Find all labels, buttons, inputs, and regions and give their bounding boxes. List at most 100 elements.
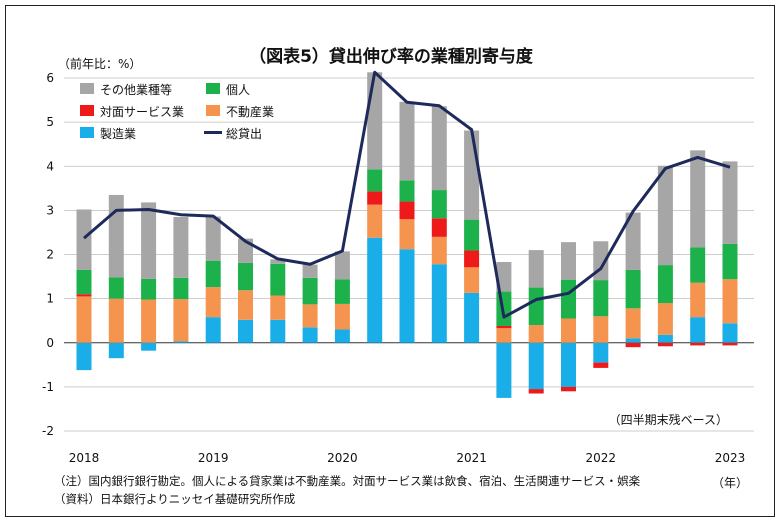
bar-segment	[657, 342, 673, 347]
bar-segment	[173, 341, 189, 343]
bar-segment	[205, 317, 221, 343]
y-tick-label: 0	[46, 336, 54, 350]
chart-svg: （図表5）貸出伸び率の業種別寄与度 （前年比：%） -2 -1 0 1 2 3 4 5 6 201…	[42, 46, 754, 506]
bar-segment	[593, 342, 609, 363]
bar-segment	[431, 236, 447, 265]
bar-segment	[657, 334, 673, 343]
bar-segment	[108, 298, 124, 343]
legend-label: 個人	[226, 83, 250, 97]
bar-segment	[76, 294, 92, 297]
bar-segment	[205, 216, 221, 261]
bar-segment	[141, 342, 157, 351]
bar-segment	[528, 287, 544, 326]
bar-segment	[431, 218, 447, 237]
bar-segment	[625, 212, 641, 270]
bar-segment	[722, 243, 738, 280]
bar-segment	[399, 219, 415, 250]
bar-segment	[76, 342, 92, 371]
bar-segment	[238, 290, 253, 320]
bar-segment	[238, 319, 253, 343]
bar-segment	[464, 267, 480, 293]
bar-segment	[625, 342, 641, 348]
bar-segment	[108, 277, 124, 299]
footnote-source: （資料）日本銀行よりニッセイ基礎研究所作成	[54, 492, 296, 506]
bar-segment	[205, 260, 221, 288]
bar-segment	[367, 169, 383, 192]
bar-segment	[625, 269, 641, 309]
axes: -2 -1 0 1 2 3 4 5 6 2018 2019 2020 2021 2022 2023	[42, 71, 745, 465]
x-tick-label: 2018	[69, 451, 100, 465]
bar-segment	[561, 242, 576, 280]
bar-segment	[561, 318, 576, 343]
bar-segment	[431, 106, 447, 191]
bar-segment	[270, 319, 286, 343]
legend-label: 総貸出	[226, 126, 262, 141]
legend-swatch	[80, 105, 94, 116]
bar-segment	[593, 316, 609, 343]
bar-segment	[205, 287, 221, 318]
bar-segment	[367, 204, 383, 238]
x-tick-label: 2022	[586, 451, 617, 465]
x-tick-label: 2023	[715, 451, 746, 465]
footnote-note: （注）国内銀行銀行勘定。個人による貸家業は不動産業。対面サービス業は飲食、宿泊、…	[54, 474, 641, 488]
bar-segment	[399, 249, 415, 343]
bar-segment	[657, 265, 673, 304]
x-tick-label: 2020	[327, 451, 358, 465]
bar-segment	[173, 277, 189, 300]
legend-swatch	[206, 83, 220, 94]
bar-segment	[141, 278, 157, 300]
bar-segment	[657, 303, 673, 335]
bar-segment	[141, 299, 157, 343]
x-tick-label: 2021	[456, 451, 487, 465]
bar-segment	[690, 282, 706, 318]
bar-segment	[76, 209, 92, 270]
bar-segment	[431, 264, 447, 343]
legend-label: 不動産業	[226, 104, 274, 119]
x-tick-label: 2019	[198, 451, 229, 465]
bar-segment	[173, 216, 189, 278]
y-tick-label: -1	[42, 380, 54, 394]
y-tick-label: -2	[42, 424, 54, 438]
x-axis-label: （年）	[712, 476, 748, 490]
bar-segment	[76, 269, 92, 295]
bar-segment	[302, 304, 318, 328]
bar-segment	[464, 130, 480, 220]
legend-label: 製造業	[100, 127, 136, 141]
bar-segment	[593, 280, 609, 317]
bar-segment	[302, 277, 318, 305]
bar-segment	[561, 386, 576, 392]
bar-segment	[334, 303, 350, 330]
bar-segment	[722, 161, 738, 244]
y-axis-label: （前年比：%）	[58, 56, 141, 71]
bar-segment	[270, 295, 286, 320]
bar-segment	[690, 150, 706, 248]
bar-segment	[431, 190, 447, 219]
legend-label: 対面サービス業	[100, 105, 184, 119]
bar-segment	[722, 342, 738, 346]
bar-segment	[270, 263, 286, 296]
bar-segment	[367, 191, 383, 205]
bar-segment	[657, 165, 673, 266]
bar-segment	[690, 247, 706, 283]
bar-segment	[496, 262, 512, 292]
bar-segment	[334, 329, 350, 343]
chart-frame: （図表5）貸出伸び率の業種別寄与度 （前年比：%） -2 -1 0 1 2 3 4 5 6 201…	[5, 5, 775, 517]
bar-segment	[399, 201, 415, 220]
bar-segment	[399, 180, 415, 202]
bar-segment	[528, 325, 544, 343]
bar-segment	[173, 299, 189, 342]
bar-segment	[561, 342, 576, 387]
bar-segment	[334, 279, 350, 304]
y-tick-label: 5	[46, 115, 54, 129]
bar-segment	[528, 389, 544, 394]
bar-segment	[302, 264, 318, 278]
bar-segment	[334, 251, 350, 280]
bar-segment	[270, 259, 286, 264]
legend-swatch	[80, 127, 94, 138]
bar-segment	[625, 338, 641, 343]
y-tick-label: 1	[46, 292, 54, 306]
y-tick-label: 4	[46, 159, 54, 173]
legend-swatch	[206, 105, 220, 116]
y-tick-label: 2	[46, 248, 54, 262]
